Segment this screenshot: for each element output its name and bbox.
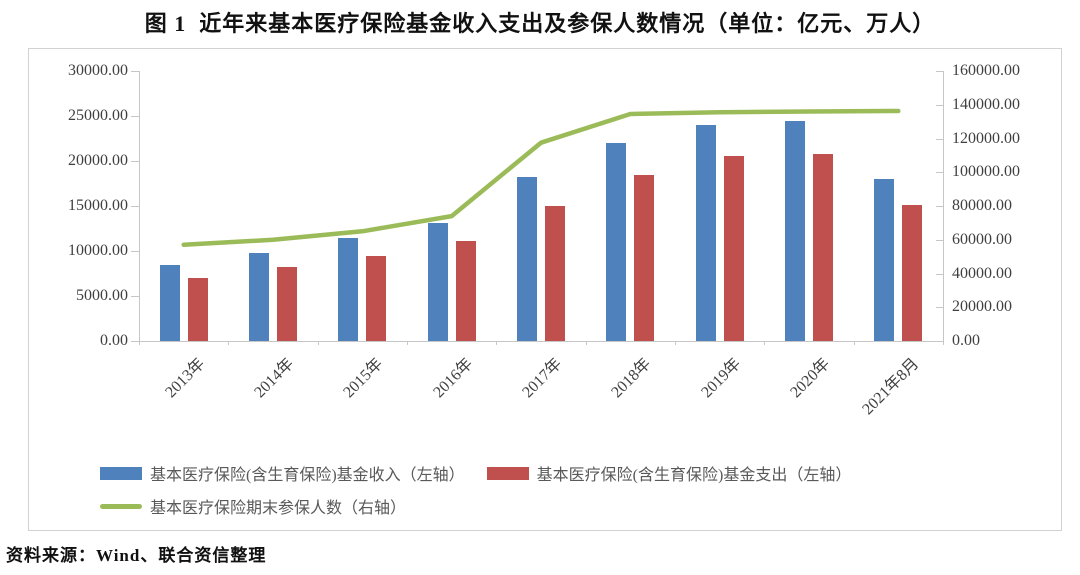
expenditure-bar <box>455 241 476 341</box>
x-axis-category-label-text: 2017年 <box>519 355 566 402</box>
income-bar <box>159 264 180 341</box>
expenditure-legend-label: 基本医疗保险(含生育保险)基金支出（左轴） <box>536 467 852 484</box>
left-axis-line <box>139 71 140 341</box>
right-axis-tick-label: 100000.00 <box>952 163 1020 181</box>
right-axis-tick <box>936 206 943 207</box>
right-axis-tick <box>936 273 943 275</box>
x-axis-boundary-tick <box>139 341 140 345</box>
income-bar <box>517 177 537 341</box>
legend-row-2: 基本医疗保险期末参保人数（右轴） <box>100 494 428 518</box>
x-axis-category-label-text: 2013年 <box>161 355 208 402</box>
x-axis-boundary-tick <box>675 341 676 345</box>
left-axis-tick <box>131 206 139 207</box>
income-bar <box>874 179 895 341</box>
expenditure-legend-swatch <box>486 466 529 480</box>
x-axis-category-label-text: 2015年 <box>340 355 387 402</box>
x-axis-boundary-tick <box>764 341 766 345</box>
income-bar <box>606 143 627 341</box>
x-axis-category-label-text: 2014年 <box>251 355 298 402</box>
x-axis-boundary-tick <box>317 341 319 345</box>
left-axis-tick-label: 15000.00 <box>68 197 128 214</box>
insured-line-legend-swatch <box>100 503 142 509</box>
income-bar <box>785 120 805 341</box>
chart-title: 图 1 近年来基本医疗保险基金收入支出及参保人数情况（单位：亿元、万人） <box>144 11 936 36</box>
expenditure-bar <box>813 153 833 341</box>
legend-row-1: 基本医疗保险(含生育保险)基金收入（左轴） 基本医疗保险(含生育保险)基金支出（… <box>100 461 873 485</box>
left-axis-tick-label: 30000.00 <box>68 62 128 79</box>
expenditure-bar <box>277 267 297 341</box>
x-axis-category-label-text: 2018年 <box>608 355 655 402</box>
right-axis-tick <box>936 239 943 241</box>
right-axis-line <box>943 71 944 341</box>
left-axis-tick-label: 0.00 <box>100 332 128 349</box>
right-axis-tick <box>936 341 943 342</box>
insured-persons-polyline <box>181 108 901 248</box>
left-axis-tick <box>131 161 139 162</box>
expenditure-bar <box>545 206 565 341</box>
left-axis-tick <box>131 341 139 342</box>
expenditure-bar <box>723 155 744 341</box>
left-axis-tick <box>131 251 139 252</box>
x-axis-category-label-text: 2016年 <box>429 355 476 402</box>
right-axis-tick <box>936 172 943 174</box>
x-axis-boundary-tick <box>407 341 408 345</box>
x-axis-boundary-tick <box>943 341 944 345</box>
source-note: 资料来源：Wind、联合资信整理 <box>6 546 267 565</box>
right-axis-tick-label: 40000.00 <box>952 264 1012 282</box>
left-axis-tick-label: 10000.00 <box>68 242 128 259</box>
x-axis-boundary-tick <box>585 341 587 345</box>
left-axis-tick-label: 5000.00 <box>76 287 128 304</box>
income-legend-swatch <box>100 466 142 480</box>
expenditure-bar <box>902 205 923 341</box>
right-axis-tick-label: 160000.00 <box>952 62 1020 79</box>
left-axis-tick <box>131 116 139 117</box>
expenditure-bar <box>187 278 208 341</box>
expenditure-bar <box>366 255 387 341</box>
right-axis-tick-label: 0.00 <box>952 332 980 349</box>
right-axis-tick-label: 20000.00 <box>952 298 1012 316</box>
x-axis-category-label-text: 2019年 <box>697 355 744 402</box>
x-axis-boundary-tick <box>496 341 498 345</box>
right-axis-tick-label: 60000.00 <box>952 230 1012 248</box>
right-axis-tick <box>936 71 943 72</box>
x-axis-boundary-tick <box>228 341 230 345</box>
expenditure-bar <box>634 175 655 341</box>
left-axis-tick-label: 25000.00 <box>68 107 128 124</box>
left-axis-tick <box>131 71 139 72</box>
income-bar <box>338 237 359 341</box>
income-bar <box>249 252 269 341</box>
left-axis-tick-label: 20000.00 <box>68 152 128 169</box>
x-axis-line <box>139 341 944 342</box>
right-axis-tick <box>936 307 943 309</box>
right-axis-tick-label: 140000.00 <box>952 95 1020 113</box>
income-bar <box>427 223 448 341</box>
right-axis-tick <box>936 104 943 106</box>
insured-line-legend-label: 基本医疗保险期末参保人数（右轴） <box>150 500 407 517</box>
income-bar <box>695 125 716 341</box>
x-axis-category-label-text: 2020年 <box>787 355 834 402</box>
right-axis-tick <box>936 138 943 140</box>
left-axis-tick <box>131 296 139 297</box>
x-axis-category-label-text: 2021年8月 <box>859 355 923 419</box>
income-legend-label: 基本医疗保险(含生育保险)基金收入（左轴） <box>150 467 465 484</box>
right-axis-tick-label: 120000.00 <box>952 129 1020 147</box>
right-axis-tick-label: 80000.00 <box>952 197 1012 214</box>
x-axis-boundary-tick <box>853 341 855 345</box>
insured-persons-line <box>181 108 901 248</box>
